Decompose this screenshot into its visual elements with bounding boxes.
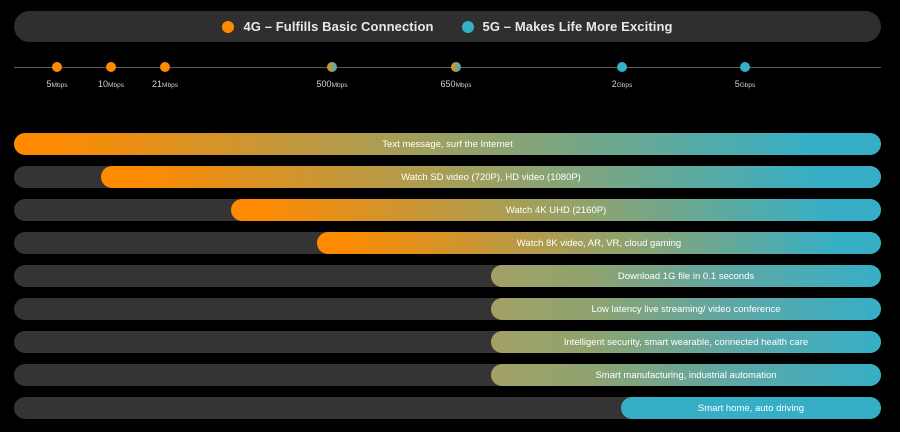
- speed-tick-unit: Mbps: [108, 82, 124, 89]
- use-case-bar: Smart home, auto driving: [621, 397, 881, 419]
- speed-tick-unit: Gbps: [616, 82, 633, 89]
- use-case-bar: Watch 4K UHD (2160P): [231, 199, 881, 221]
- use-case-bar: Text message, surf the Internet: [14, 133, 881, 155]
- use-case-row: Watch SD video (720P), HD video (1080P): [14, 166, 881, 188]
- speed-tick-unit: Mbps: [162, 82, 178, 89]
- use-case-row: Low latency live streaming/ video confer…: [14, 298, 881, 320]
- legend-bar: 4G – Fulfills Basic Connection 5G – Make…: [14, 11, 881, 42]
- use-case-row: Download 1G file in 0.1 seconds: [14, 265, 881, 287]
- speed-tick-dot: [106, 62, 116, 72]
- legend-item-4g: 4G – Fulfills Basic Connection: [222, 19, 433, 34]
- speed-tick-unit: Mbps: [455, 82, 472, 89]
- speed-tick-number: 650: [440, 79, 456, 89]
- use-case-label: Download 1G file in 0.1 seconds: [617, 270, 755, 282]
- speed-tick-unit: Mbps: [331, 82, 348, 89]
- speed-tick-dot: [451, 62, 461, 72]
- use-case-bar: Watch 8K video, AR, VR, cloud gaming: [317, 232, 881, 254]
- speed-tick-unit: Gbps: [739, 82, 756, 89]
- speed-tick-dot: [52, 62, 62, 72]
- speed-tick-label: 2Gbps: [612, 79, 633, 89]
- speed-tick-dot: [740, 62, 750, 72]
- use-case-bar: Watch SD video (720P), HD video (1080P): [101, 166, 881, 188]
- speed-tick-label: 650Mbps: [441, 79, 472, 89]
- legend-label-4g: 4G – Fulfills Basic Connection: [243, 19, 434, 34]
- speed-tick-number: 5: [734, 79, 740, 89]
- use-case-label: Smart home, auto driving: [697, 402, 805, 414]
- speed-tick-label: 5Gbps: [735, 79, 756, 89]
- speed-tick-label: 5Mbps: [47, 79, 68, 89]
- use-case-row: Watch 8K video, AR, VR, cloud gaming: [14, 232, 881, 254]
- speed-tick-number: 10: [98, 79, 109, 89]
- use-case-bar: Download 1G file in 0.1 seconds: [491, 265, 881, 287]
- use-case-row: Smart manufacturing, industrial automati…: [14, 364, 881, 386]
- use-case-label: Smart manufacturing, industrial automati…: [595, 369, 777, 381]
- use-case-bar: Intelligent security, smart wearable, co…: [491, 331, 881, 353]
- speed-tick-number: 5: [46, 79, 52, 89]
- legend-item-5g: 5G – Makes Life More Exciting: [461, 19, 673, 34]
- use-case-bar: Low latency live streaming/ video confer…: [491, 298, 881, 320]
- use-case-bar: Smart manufacturing, industrial automati…: [491, 364, 881, 386]
- legend-label-5g: 5G – Makes Life More Exciting: [482, 19, 673, 34]
- speed-tick-number: 500: [316, 79, 332, 89]
- use-case-label: Watch 8K video, AR, VR, cloud gaming: [516, 237, 682, 249]
- speed-tick-unit: Mbps: [51, 82, 68, 89]
- use-case-row: Smart home, auto driving: [14, 397, 881, 419]
- use-case-row: Watch 4K UHD (2160P): [14, 199, 881, 221]
- speed-tick-number: 21: [152, 79, 163, 89]
- legend-dot-4g: [222, 20, 235, 33]
- speed-tick-label: 21Mbps: [152, 79, 178, 89]
- use-case-label: Text message, surf the Internet: [382, 138, 513, 150]
- speed-tick-dot: [617, 62, 627, 72]
- legend-dot-5g: [461, 20, 474, 33]
- use-case-row: Text message, surf the Internet: [14, 133, 881, 155]
- use-case-label: Intelligent security, smart wearable, co…: [563, 336, 809, 348]
- speed-tick-label: 10Mbps: [98, 79, 124, 89]
- speed-tick-number: 2: [611, 79, 617, 89]
- use-case-label: Watch SD video (720P), HD video (1080P): [401, 171, 581, 183]
- use-case-label: Low latency live streaming/ video confer…: [591, 303, 781, 315]
- speed-tick-label: 500Mbps: [317, 79, 348, 89]
- use-case-label: Watch 4K UHD (2160P): [505, 204, 607, 216]
- speed-tick-dot: [327, 62, 337, 72]
- speed-tick-dot: [160, 62, 170, 72]
- speed-axis-line: [14, 67, 881, 68]
- use-case-row: Intelligent security, smart wearable, co…: [14, 331, 881, 353]
